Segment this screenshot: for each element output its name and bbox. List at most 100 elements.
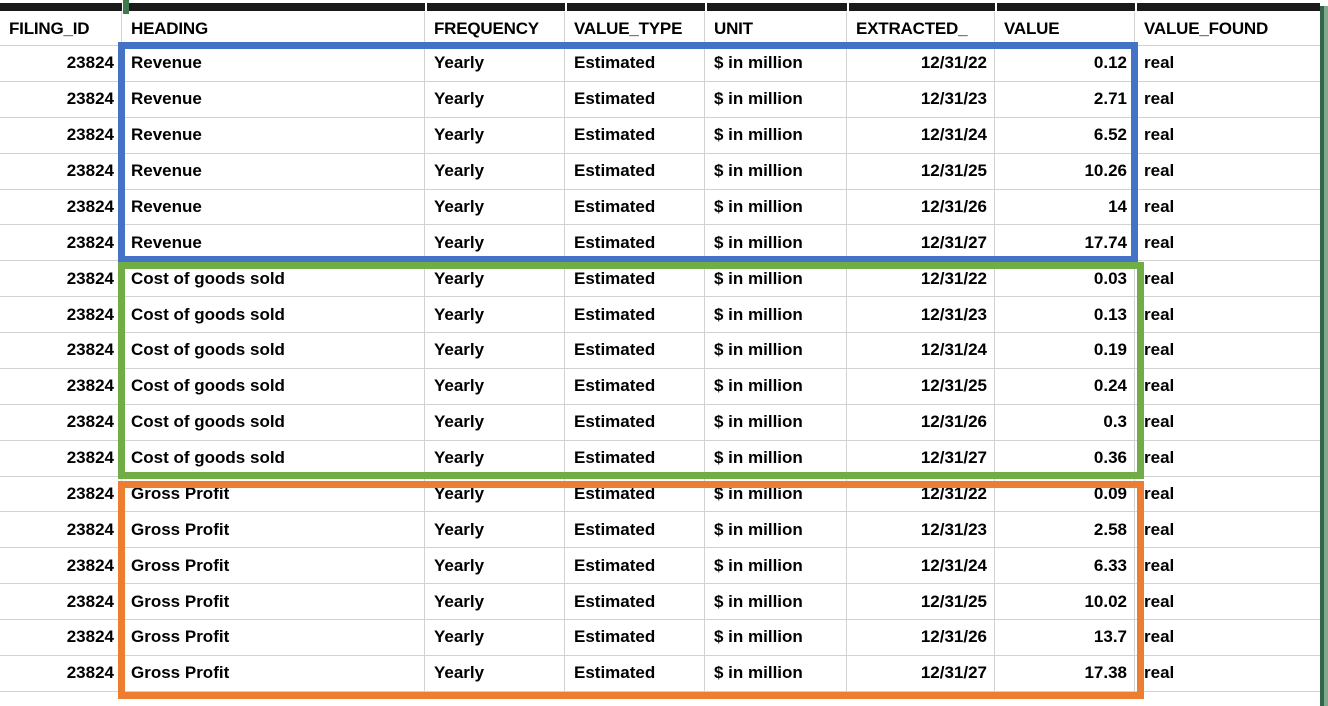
cell-value_found[interactable]: real (1135, 404, 1322, 440)
cell-value[interactable]: 0.19 (995, 333, 1135, 368)
cell-extracted[interactable]: 12/31/23 (847, 512, 995, 548)
cell-frequency[interactable]: Yearly (425, 584, 565, 619)
cell-value[interactable]: 0.24 (995, 368, 1135, 404)
cell-value_found[interactable]: real (1135, 333, 1322, 368)
cell-heading[interactable]: Revenue (122, 117, 425, 153)
cell-frequency[interactable]: Yearly (425, 225, 565, 261)
cell-value_type[interactable]: Estimated (565, 584, 705, 619)
cell-unit[interactable]: $ in million (705, 512, 847, 548)
cell-value_type[interactable]: Estimated (565, 548, 705, 584)
cell-filing_id[interactable]: 23824 (0, 46, 122, 81)
cell-heading[interactable]: Gross Profit (122, 655, 425, 691)
cell-frequency[interactable]: Yearly (425, 81, 565, 117)
cell-frequency[interactable]: Yearly (425, 655, 565, 691)
cell-value_type[interactable]: Estimated (565, 368, 705, 404)
cell-value_found[interactable]: real (1135, 476, 1322, 512)
cell-value_found[interactable]: real (1135, 46, 1322, 81)
cell-extracted[interactable]: 12/31/26 (847, 404, 995, 440)
cell-filing_id[interactable]: 23824 (0, 225, 122, 261)
cell-value[interactable]: 0.3 (995, 404, 1135, 440)
cell-heading[interactable]: Cost of goods sold (122, 404, 425, 440)
cell-filing_id[interactable]: 23824 (0, 368, 122, 404)
cell-value[interactable]: 17.38 (995, 655, 1135, 691)
cell-heading[interactable]: Cost of goods sold (122, 297, 425, 332)
cell-value_found[interactable]: real (1135, 189, 1322, 225)
cell-unit[interactable]: $ in million (705, 189, 847, 225)
cell-filing_id[interactable]: 23824 (0, 548, 122, 584)
header-cell-filing_id[interactable]: FILING_ID (0, 12, 122, 45)
cell-frequency[interactable]: Yearly (425, 620, 565, 655)
cell-extracted[interactable]: 12/31/25 (847, 584, 995, 619)
cell-value_type[interactable]: Estimated (565, 297, 705, 332)
cell-value_type[interactable]: Estimated (565, 655, 705, 691)
cell-frequency[interactable]: Yearly (425, 548, 565, 584)
cell-filing_id[interactable]: 23824 (0, 512, 122, 548)
cell-unit[interactable]: $ in million (705, 117, 847, 153)
cell-extracted[interactable]: 12/31/27 (847, 655, 995, 691)
cell-filing_id[interactable]: 23824 (0, 655, 122, 691)
cell-value[interactable]: 0.13 (995, 297, 1135, 332)
cell-value_found[interactable]: real (1135, 153, 1322, 189)
cell-frequency[interactable]: Yearly (425, 153, 565, 189)
cell-frequency[interactable]: Yearly (425, 333, 565, 368)
cell-value_type[interactable]: Estimated (565, 333, 705, 368)
cell-value_type[interactable]: Estimated (565, 261, 705, 297)
cell-heading[interactable]: Gross Profit (122, 512, 425, 548)
cell-value[interactable]: 10.02 (995, 584, 1135, 619)
cell-extracted[interactable]: 12/31/26 (847, 189, 995, 225)
cell-value[interactable]: 0.36 (995, 440, 1135, 476)
cell-extracted[interactable]: 12/31/24 (847, 117, 995, 153)
cell-value_found[interactable]: real (1135, 440, 1322, 476)
cell-value_type[interactable]: Estimated (565, 189, 705, 225)
cell-filing_id[interactable]: 23824 (0, 584, 122, 619)
cell-heading[interactable]: Revenue (122, 225, 425, 261)
cell-value_type[interactable]: Estimated (565, 476, 705, 512)
cell-frequency[interactable]: Yearly (425, 297, 565, 332)
cell-heading[interactable]: Cost of goods sold (122, 333, 425, 368)
cell-unit[interactable]: $ in million (705, 655, 847, 691)
cell-value_found[interactable]: real (1135, 512, 1322, 548)
cell-unit[interactable]: $ in million (705, 297, 847, 332)
header-cell-value_type[interactable]: VALUE_TYPE (565, 12, 705, 45)
cell-filing_id[interactable]: 23824 (0, 440, 122, 476)
cell-value_type[interactable]: Estimated (565, 512, 705, 548)
cell-unit[interactable]: $ in million (705, 46, 847, 81)
cell-heading[interactable]: Cost of goods sold (122, 261, 425, 297)
cell-unit[interactable]: $ in million (705, 225, 847, 261)
cell-value_found[interactable]: real (1135, 117, 1322, 153)
cell-value_found[interactable]: real (1135, 655, 1322, 691)
cell-extracted[interactable]: 12/31/22 (847, 261, 995, 297)
cell-value[interactable]: 0.03 (995, 261, 1135, 297)
cell-heading[interactable]: Gross Profit (122, 584, 425, 619)
cell-unit[interactable]: $ in million (705, 584, 847, 619)
cell-filing_id[interactable]: 23824 (0, 189, 122, 225)
cell-unit[interactable]: $ in million (705, 476, 847, 512)
cell-heading[interactable]: Cost of goods sold (122, 368, 425, 404)
cell-value_found[interactable]: real (1135, 261, 1322, 297)
cell-unit[interactable]: $ in million (705, 368, 847, 404)
cell-frequency[interactable]: Yearly (425, 261, 565, 297)
cell-filing_id[interactable]: 23824 (0, 153, 122, 189)
cell-value_type[interactable]: Estimated (565, 620, 705, 655)
cell-unit[interactable]: $ in million (705, 404, 847, 440)
cell-value[interactable]: 0.09 (995, 476, 1135, 512)
cell-extracted[interactable]: 12/31/27 (847, 225, 995, 261)
cell-extracted[interactable]: 12/31/23 (847, 297, 995, 332)
cell-heading[interactable]: Revenue (122, 189, 425, 225)
cell-filing_id[interactable]: 23824 (0, 476, 122, 512)
header-cell-extracted[interactable]: EXTRACTED_ (847, 12, 995, 45)
cell-extracted[interactable]: 12/31/24 (847, 548, 995, 584)
cell-value[interactable]: 6.33 (995, 548, 1135, 584)
cell-heading[interactable]: Revenue (122, 46, 425, 81)
cell-frequency[interactable]: Yearly (425, 476, 565, 512)
cell-heading[interactable]: Revenue (122, 153, 425, 189)
cell-value_type[interactable]: Estimated (565, 81, 705, 117)
cell-value_found[interactable]: real (1135, 584, 1322, 619)
cell-extracted[interactable]: 12/31/25 (847, 368, 995, 404)
cell-filing_id[interactable]: 23824 (0, 117, 122, 153)
cell-unit[interactable]: $ in million (705, 261, 847, 297)
cell-value_found[interactable]: real (1135, 368, 1322, 404)
cell-frequency[interactable]: Yearly (425, 368, 565, 404)
cell-value_found[interactable]: real (1135, 225, 1322, 261)
cell-heading[interactable]: Gross Profit (122, 620, 425, 655)
